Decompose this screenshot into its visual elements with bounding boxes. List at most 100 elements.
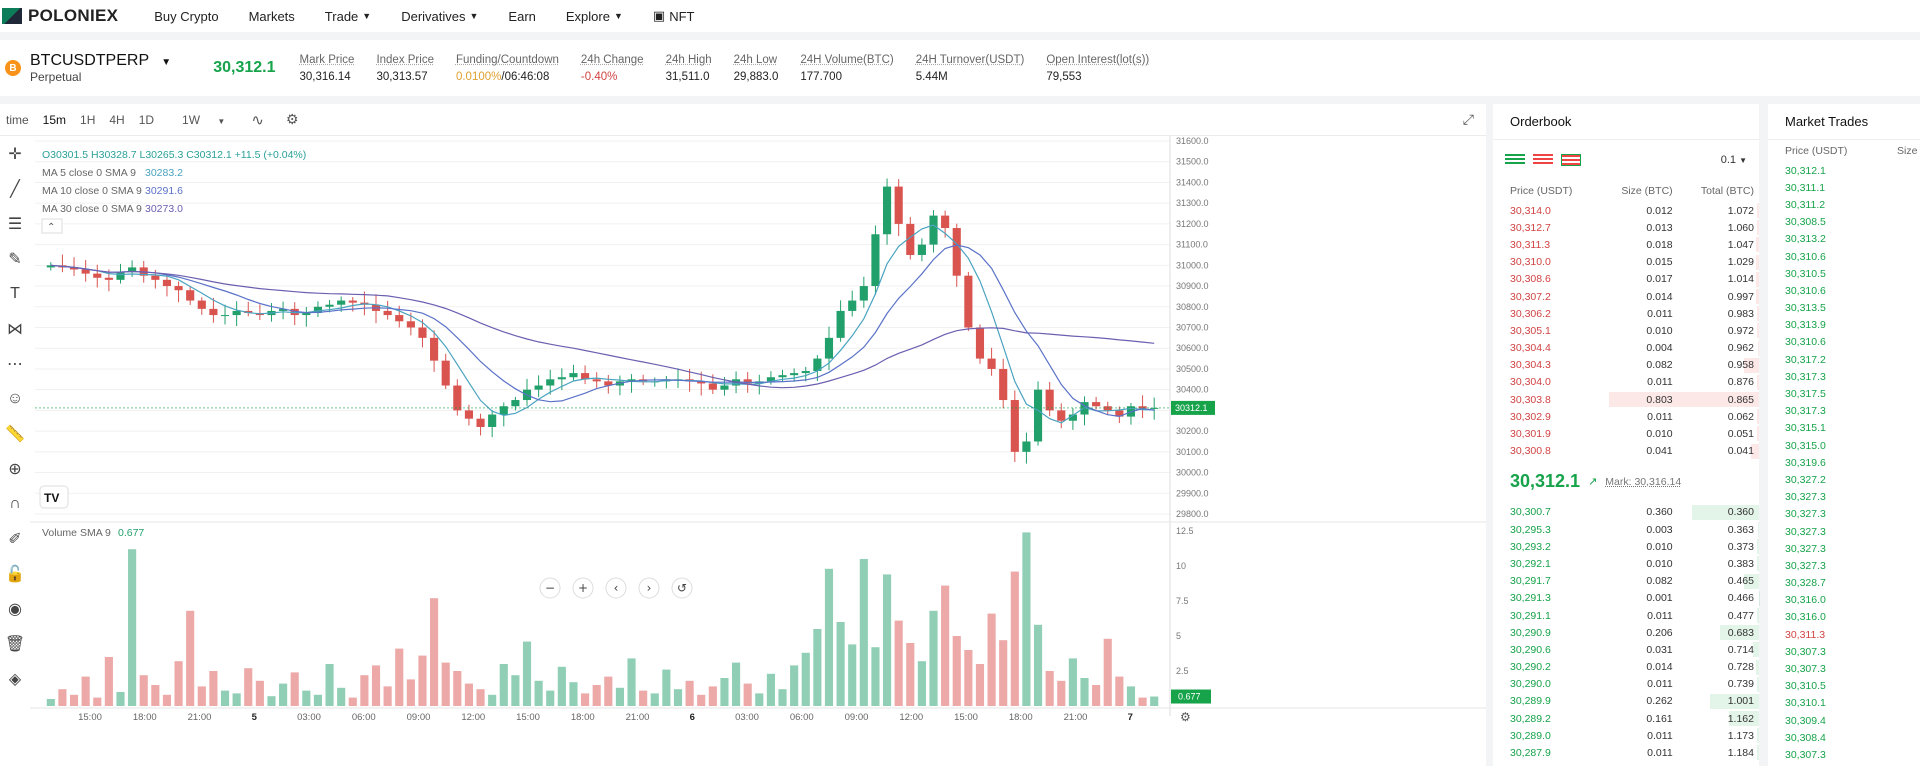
ask-row[interactable]: 30,302.9 0.011 0.062 — [1493, 408, 1759, 425]
bid-row[interactable]: 30,290.6 0.031 0.714 — [1493, 641, 1759, 658]
ask-row[interactable]: 30,301.9 0.010 0.051 — [1493, 425, 1759, 442]
mid-price: 30,312.1 — [1510, 471, 1581, 492]
zoom-in-icon[interactable]: ⊕ — [8, 460, 22, 478]
eye-icon[interactable]: ◉ — [8, 600, 22, 618]
trendline-icon[interactable]: ╱ — [10, 180, 20, 198]
bid-row[interactable]: 30,289.9 0.262 1.001 — [1493, 693, 1759, 710]
candle — [801, 371, 810, 374]
ruler-icon[interactable]: 📏 — [5, 425, 25, 443]
ask-row[interactable]: 30,303.8 0.803 0.865 — [1493, 391, 1759, 408]
brush-icon[interactable]: ✎ — [8, 250, 22, 268]
nav-explore[interactable]: Explore ▼ — [566, 9, 623, 24]
header-size: Size (BTC) — [1621, 185, 1673, 197]
both-view-icon[interactable] — [1561, 154, 1581, 166]
ask-row[interactable]: 30,305.1 0.010 0.972 — [1493, 322, 1759, 339]
pattern-icon[interactable]: ⋈ — [7, 320, 23, 338]
bid-row[interactable]: 30,292.1 0.010 0.383 — [1493, 555, 1759, 572]
price-chart[interactable]: 31600.0 31500.0 31400.0 31300.0 31200.0 31100… — [30, 136, 1486, 766]
ask-row[interactable]: 30,314.0 0.012 1.072 — [1493, 202, 1759, 219]
volume-bar — [464, 683, 473, 706]
trade-price: 30,327.3 — [1785, 542, 1826, 555]
bid-row[interactable]: 30,291.3 0.001 0.466 — [1493, 590, 1759, 607]
bid-row[interactable]: 30,290.0 0.011 0.739 — [1493, 676, 1759, 693]
step-selector[interactable]: 0.1 ▼ — [1721, 154, 1747, 166]
ask-row[interactable]: 30,306.2 0.011 0.983 — [1493, 305, 1759, 322]
bid-row[interactable]: 30,295.3 0.003 0.363 — [1493, 521, 1759, 538]
text-icon[interactable]: T — [10, 284, 20, 302]
bid-row[interactable]: 30,289.2 0.161 1.162 — [1493, 710, 1759, 727]
interval-1w[interactable]: 1W ▼ — [168, 113, 225, 127]
trade-row: 30,307.3 — [1768, 660, 1920, 677]
fullscreen-icon[interactable]: ⤢ — [1462, 111, 1474, 127]
ask-row[interactable]: 30,300.8 0.041 0.041 — [1493, 443, 1759, 460]
crosshair-icon[interactable]: ✛ — [8, 145, 22, 163]
bid-row[interactable]: 30,293.2 0.010 0.373 — [1493, 538, 1759, 555]
gear-icon[interactable]: ⚙ — [1180, 710, 1191, 724]
magnet-icon[interactable]: ∩ — [9, 494, 21, 512]
indicator-icon[interactable]: ∿ — [251, 111, 264, 129]
horizontal-lines-icon[interactable]: ☰ — [7, 215, 23, 233]
bid-row[interactable]: 30,291.7 0.082 0.465 — [1493, 573, 1759, 590]
price-tick: 31000.0 — [1176, 260, 1209, 270]
candle — [1045, 389, 1054, 411]
bid-row[interactable]: 30,300.7 0.360 0.360 — [1493, 504, 1759, 521]
bid-row[interactable]: 30,287.9 0.011 1.184 — [1493, 744, 1759, 761]
nav-trade[interactable]: Trade ▼ — [325, 9, 371, 24]
nav-derivatives[interactable]: Derivatives ▼ — [401, 9, 478, 24]
reset-button[interactable] — [671, 577, 693, 599]
trash-icon[interactable]: 🗑 — [4, 635, 26, 653]
interval-1h[interactable]: 1H — [80, 112, 96, 127]
collapse-legend-button[interactable] — [41, 218, 63, 234]
trade-row: 30,313.5 — [1768, 300, 1920, 317]
row-size: 0.004 — [1646, 342, 1673, 355]
bid-row[interactable]: 30,289.0 0.011 1.173 — [1493, 727, 1759, 744]
ask-row[interactable]: 30,304.4 0.004 0.962 — [1493, 340, 1759, 357]
bid-row[interactable]: 30,290.2 0.014 0.728 — [1493, 659, 1759, 676]
interval-4h[interactable]: 4H — [109, 112, 125, 127]
interval-1d[interactable]: 1D — [138, 112, 155, 127]
nav-buy-crypto[interactable]: Buy Crypto — [154, 8, 219, 24]
row-price: 30,290.0 — [1510, 678, 1551, 691]
ask-row[interactable]: 30,311.3 0.018 1.047 — [1493, 236, 1759, 253]
trade-row: 30,327.3 — [1768, 489, 1920, 506]
measure-lines-icon[interactable]: ⋯ — [7, 355, 23, 373]
poloniex-logo[interactable]: POLONIEX — [2, 6, 118, 26]
bid-row[interactable]: 30,291.1 0.011 0.477 — [1493, 607, 1759, 624]
volume-bar — [186, 610, 195, 706]
candle — [162, 279, 172, 287]
row-price: 30,289.2 — [1510, 712, 1551, 725]
price-tick: 30200.0 — [1176, 426, 1209, 436]
row-size: 0.011 — [1647, 410, 1673, 423]
symbol-selector[interactable]: BTCUSDTPERP ▼ Perpetual — [30, 52, 171, 84]
volume-bar — [1080, 678, 1089, 706]
candle — [627, 379, 636, 382]
zoom-in-button[interactable] — [572, 577, 594, 599]
lock-icon[interactable]: 🔓 — [5, 565, 25, 583]
settings-icon[interactable]: ⚙ — [285, 111, 299, 127]
interval-15m[interactable]: 15m — [42, 112, 67, 127]
volume-bar — [766, 673, 775, 706]
ask-row[interactable]: 30,308.6 0.017 1.014 — [1493, 271, 1759, 288]
ask-row[interactable]: 30,304.0 0.011 0.876 — [1493, 374, 1759, 391]
layers-icon[interactable]: ◈ — [8, 670, 22, 688]
nav-nft[interactable]: ▣ NFT — [653, 8, 695, 24]
ask-row[interactable]: 30,310.0 0.015 1.029 — [1493, 254, 1759, 271]
ask-row[interactable]: 30,307.2 0.014 0.997 — [1493, 288, 1759, 305]
row-price: 30,310.0 — [1510, 256, 1551, 269]
scroll-right-button[interactable] — [638, 577, 660, 599]
emoji-icon[interactable]: ☺ — [6, 389, 24, 407]
asks-view-icon[interactable] — [1533, 154, 1553, 166]
volume-bar — [708, 686, 717, 706]
ask-row[interactable]: 30,304.3 0.082 0.958 — [1493, 357, 1759, 374]
zoom-out-button[interactable] — [539, 577, 561, 599]
bid-row[interactable]: 30,290.9 0.206 0.683 — [1493, 624, 1759, 641]
interval-time[interactable]: time — [6, 112, 29, 127]
bids-view-icon[interactable] — [1505, 154, 1525, 166]
trade-row: 30,315.0 — [1768, 437, 1920, 454]
nav-markets[interactable]: Markets — [248, 8, 295, 24]
lock-drawing-icon[interactable]: ✐ — [8, 530, 22, 548]
trade-row: 30,307.3 — [1768, 746, 1920, 763]
ask-row[interactable]: 30,312.7 0.013 1.060 — [1493, 219, 1759, 236]
scroll-left-button[interactable] — [605, 577, 627, 599]
nav-earn[interactable]: Earn — [508, 8, 536, 24]
